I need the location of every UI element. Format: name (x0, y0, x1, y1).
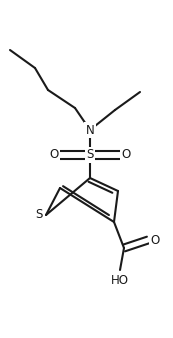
Text: O: O (49, 148, 59, 162)
Text: O: O (121, 148, 131, 162)
Text: S: S (35, 209, 43, 221)
Text: N: N (86, 123, 94, 137)
Text: HO: HO (111, 273, 129, 287)
Text: O: O (150, 234, 160, 246)
Text: S: S (86, 148, 94, 162)
